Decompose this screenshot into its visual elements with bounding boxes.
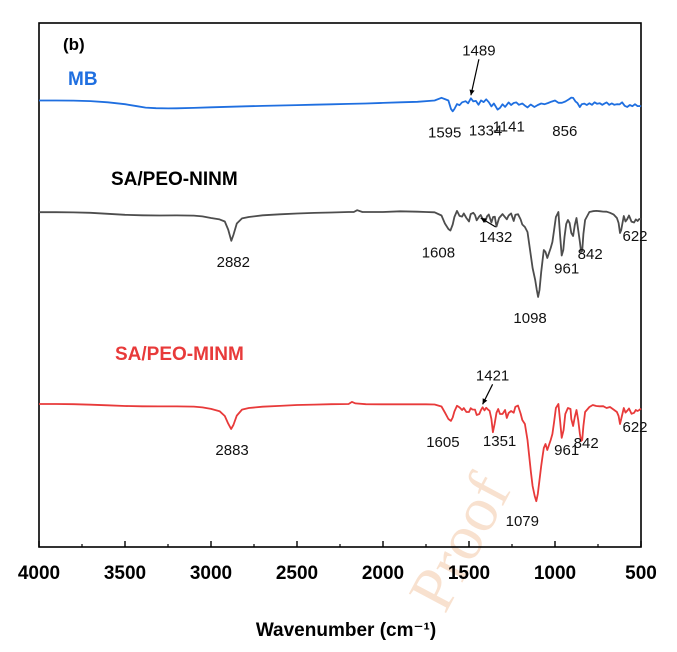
peak-label-1079: 1079 xyxy=(506,513,539,530)
x-tick-label-1000: 1000 xyxy=(534,563,576,584)
peak-label-1595: 1595 xyxy=(428,124,461,141)
peak-arrow-1489 xyxy=(470,59,480,96)
series-layer xyxy=(39,96,642,503)
peak-arrowhead-1432 xyxy=(480,218,487,223)
peak-label-1334: 1334 xyxy=(469,123,502,140)
series-label-mb: MB xyxy=(68,69,98,90)
watermark-text: Proof xyxy=(395,462,525,622)
panel-label: (b) xyxy=(63,35,85,54)
series-line-sa-peo-minm xyxy=(39,401,642,503)
peak-label-1098: 1098 xyxy=(513,310,546,327)
x-tick-label-500: 500 xyxy=(625,563,657,584)
peak-label-1605: 1605 xyxy=(426,434,459,451)
peak-arrowhead-1489 xyxy=(469,89,475,96)
series-label-sa-peo-minm: SA/PEO-MINM xyxy=(115,344,244,365)
x-tick-label-4000: 4000 xyxy=(18,563,60,584)
peak-label-856: 856 xyxy=(552,123,577,140)
series-label-sa-peo-ninm: SA/PEO-NINM xyxy=(111,169,238,190)
peak-label-2883: 2883 xyxy=(215,442,248,459)
peak-arrowhead-1421 xyxy=(482,398,488,405)
x-tick-label-2000: 2000 xyxy=(362,563,404,584)
peak-label-1432: 1432 xyxy=(479,229,512,246)
series-line-sa-peo-ninm xyxy=(39,209,642,298)
peak-label-1608: 1608 xyxy=(422,245,455,262)
peak-label-842: 842 xyxy=(578,246,603,263)
x-tick-label-3000: 3000 xyxy=(190,563,232,584)
peak-label-622: 622 xyxy=(622,228,647,245)
series-line-mb xyxy=(39,96,642,113)
x-axis-title: Wavenumber (cm⁻¹) xyxy=(256,620,436,641)
peak-label-961: 961 xyxy=(554,442,579,459)
x-tick-label-3500: 3500 xyxy=(104,563,146,584)
peak-label-1141: 1141 xyxy=(493,119,525,136)
peak-label-1351: 1351 xyxy=(483,433,516,450)
peak-label-622: 622 xyxy=(622,419,647,436)
peak-label-842: 842 xyxy=(574,435,599,452)
peak-label-2882: 2882 xyxy=(217,254,250,271)
peak-label-961: 961 xyxy=(554,261,579,278)
peak-label-1421: 1421 xyxy=(476,367,509,384)
x-tick-label-2500: 2500 xyxy=(276,563,318,584)
x-axis: 4000 3500 3000 2500 2000 1500 1000 500 xyxy=(18,541,657,584)
peak-label-1489: 1489 xyxy=(462,42,495,59)
x-tick-label-1500: 1500 xyxy=(448,563,490,584)
